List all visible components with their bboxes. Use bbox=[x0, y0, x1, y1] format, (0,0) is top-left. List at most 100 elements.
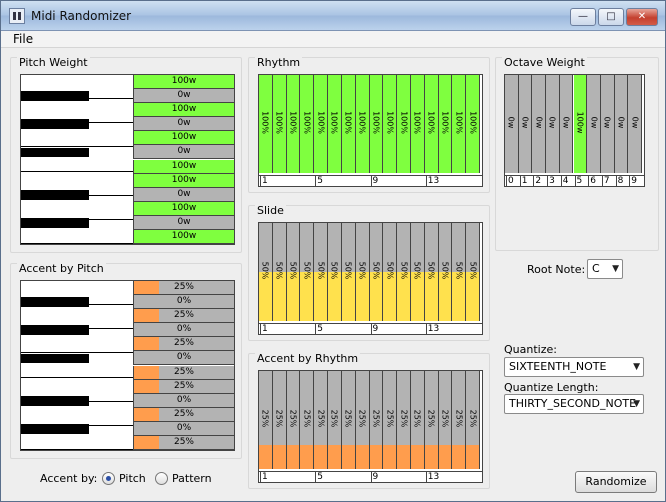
bar[interactable]: 50% bbox=[341, 223, 356, 321]
close-button[interactable]: ✕ bbox=[626, 8, 658, 26]
value-row[interactable]: 0% bbox=[133, 421, 234, 436]
octave-weight-bars[interactable]: 0w 0w 0w 0w 0w 100w 0w 0w 0w 0w 0 1 2 3 4 5 6 7 8 9 bbox=[504, 74, 645, 187]
bar[interactable]: 0w bbox=[546, 75, 560, 173]
value-row[interactable]: 25% bbox=[133, 281, 234, 296]
value-row[interactable]: 0% bbox=[133, 323, 234, 338]
value-row[interactable]: 25% bbox=[133, 365, 234, 380]
bar[interactable]: 100% bbox=[355, 75, 370, 173]
value-row[interactable]: 25% bbox=[133, 379, 234, 394]
maximize-button[interactable]: □ bbox=[598, 8, 624, 26]
value-row[interactable]: 100w bbox=[133, 159, 234, 174]
menu-file[interactable]: File bbox=[13, 32, 34, 46]
bar[interactable]: 0w bbox=[532, 75, 547, 173]
bar[interactable]: 100w bbox=[573, 75, 588, 173]
bar[interactable]: 100% bbox=[452, 75, 467, 173]
value-row[interactable]: 100w bbox=[133, 103, 234, 118]
bar[interactable]: 50% bbox=[272, 223, 287, 321]
bar[interactable]: 100% bbox=[314, 75, 329, 173]
value-row[interactable]: 25% bbox=[133, 337, 234, 352]
bar[interactable]: 50% bbox=[259, 223, 273, 321]
bar[interactable]: 50% bbox=[314, 223, 329, 321]
bar[interactable]: 25% bbox=[369, 371, 384, 469]
bar[interactable]: 25% bbox=[397, 371, 411, 469]
bar[interactable]: 100% bbox=[466, 75, 480, 173]
minimize-button[interactable]: — bbox=[570, 8, 596, 26]
bar[interactable]: 50% bbox=[397, 223, 411, 321]
bar[interactable]: 0w bbox=[518, 75, 533, 173]
bar[interactable]: 100% bbox=[397, 75, 411, 173]
bar[interactable]: 25% bbox=[300, 371, 315, 469]
value-row[interactable]: 0% bbox=[133, 351, 234, 366]
bar[interactable]: 0w bbox=[587, 75, 601, 173]
bar[interactable]: 50% bbox=[466, 223, 480, 321]
bar[interactable]: 50% bbox=[424, 223, 439, 321]
rhythm-bars[interactable]: 100% 100% 100% 100% 100% 100% 100% 100% 100% 100%… bbox=[258, 74, 483, 187]
bar[interactable]: 100% bbox=[272, 75, 287, 173]
bar[interactable]: 25% bbox=[328, 371, 342, 469]
bar[interactable]: 25% bbox=[410, 371, 425, 469]
value-row[interactable]: 0w bbox=[133, 187, 234, 202]
bar[interactable]: 25% bbox=[341, 371, 356, 469]
randomize-button[interactable]: Randomize bbox=[575, 471, 657, 493]
root-note-combo[interactable]: C ▼ bbox=[587, 259, 623, 279]
quantize-length-combo[interactable]: THIRTY_SECOND_NOTE ▼ bbox=[504, 394, 644, 414]
value-row[interactable]: 100w bbox=[133, 75, 234, 90]
bar[interactable]: 100% bbox=[328, 75, 342, 173]
bar[interactable]: 100% bbox=[410, 75, 425, 173]
pitch-weight-grid[interactable]: 100w 0w 100w 0w 100w 0w 100w 100w 0w 100w 0w 100w bbox=[20, 74, 235, 245]
bar[interactable]: 25% bbox=[424, 371, 439, 469]
bar[interactable]: 0w bbox=[628, 75, 642, 173]
bar[interactable]: 50% bbox=[355, 223, 370, 321]
bar[interactable]: 25% bbox=[438, 371, 453, 469]
slide-bars[interactable]: 50% 50% 50% 50% 50% 50% 50% 50% 50% 50% 50% 50% 50% 5… bbox=[258, 222, 483, 335]
bar[interactable]: 50% bbox=[369, 223, 384, 321]
bar[interactable]: 0w bbox=[614, 75, 629, 173]
value-row[interactable]: 100w bbox=[133, 131, 234, 146]
value-row[interactable]: 0w bbox=[133, 117, 234, 132]
radio-pattern[interactable] bbox=[155, 472, 168, 485]
title-bar[interactable]: Midi Randomizer — □ ✕ bbox=[1, 1, 665, 31]
value-row[interactable]: 25% bbox=[133, 407, 234, 422]
bar[interactable]: 100% bbox=[259, 75, 273, 173]
value-row[interactable]: 0w bbox=[133, 145, 234, 160]
bar[interactable]: 50% bbox=[300, 223, 315, 321]
bar[interactable]: 100% bbox=[383, 75, 398, 173]
bar[interactable]: 50% bbox=[328, 223, 342, 321]
value-row[interactable]: 0% bbox=[133, 393, 234, 408]
accent-by-pitch-grid[interactable]: 25% 0% 25% 0% 25% 0% 25% 25% 0% 25% 0% 25% bbox=[20, 280, 235, 451]
accent-by-rhythm-bars[interactable]: 25% 25% 25% 25% 25% 25% 25% 25% 25% 25% 25% 25% 25% 2… bbox=[258, 370, 483, 483]
value-row[interactable]: 0w bbox=[133, 215, 234, 230]
bar[interactable]: 25% bbox=[314, 371, 329, 469]
bar[interactable]: 100% bbox=[369, 75, 384, 173]
bar[interactable]: 25% bbox=[466, 371, 480, 469]
bar[interactable]: 25% bbox=[286, 371, 301, 469]
value-row[interactable]: 100w bbox=[133, 173, 234, 188]
bar[interactable]: 50% bbox=[438, 223, 453, 321]
bar[interactable]: 100% bbox=[424, 75, 439, 173]
radio-pitch-label[interactable]: Pitch bbox=[119, 472, 146, 485]
bar[interactable]: 25% bbox=[272, 371, 287, 469]
bar[interactable]: 50% bbox=[286, 223, 301, 321]
value-row[interactable]: 25% bbox=[133, 435, 234, 450]
bar[interactable]: 0w bbox=[505, 75, 519, 173]
bar[interactable]: 0w bbox=[600, 75, 615, 173]
bar[interactable]: 25% bbox=[383, 371, 398, 469]
bar[interactable]: 25% bbox=[452, 371, 467, 469]
bar[interactable]: 100% bbox=[300, 75, 315, 173]
bar[interactable]: 100% bbox=[286, 75, 301, 173]
bar[interactable]: 100% bbox=[341, 75, 356, 173]
bar[interactable]: 50% bbox=[383, 223, 398, 321]
bar[interactable]: 0w bbox=[559, 75, 574, 173]
bar[interactable]: 50% bbox=[452, 223, 467, 321]
value-row[interactable]: 0w bbox=[133, 89, 234, 104]
value-row[interactable]: 100w bbox=[133, 229, 234, 244]
radio-pattern-label[interactable]: Pattern bbox=[172, 472, 212, 485]
value-row[interactable]: 100w bbox=[133, 201, 234, 216]
radio-pitch[interactable] bbox=[102, 472, 115, 485]
bar[interactable]: 100% bbox=[438, 75, 453, 173]
bar[interactable]: 25% bbox=[259, 371, 273, 469]
bar[interactable]: 50% bbox=[410, 223, 425, 321]
value-row[interactable]: 25% bbox=[133, 309, 234, 324]
bar[interactable]: 25% bbox=[355, 371, 370, 469]
value-row[interactable]: 0% bbox=[133, 295, 234, 310]
